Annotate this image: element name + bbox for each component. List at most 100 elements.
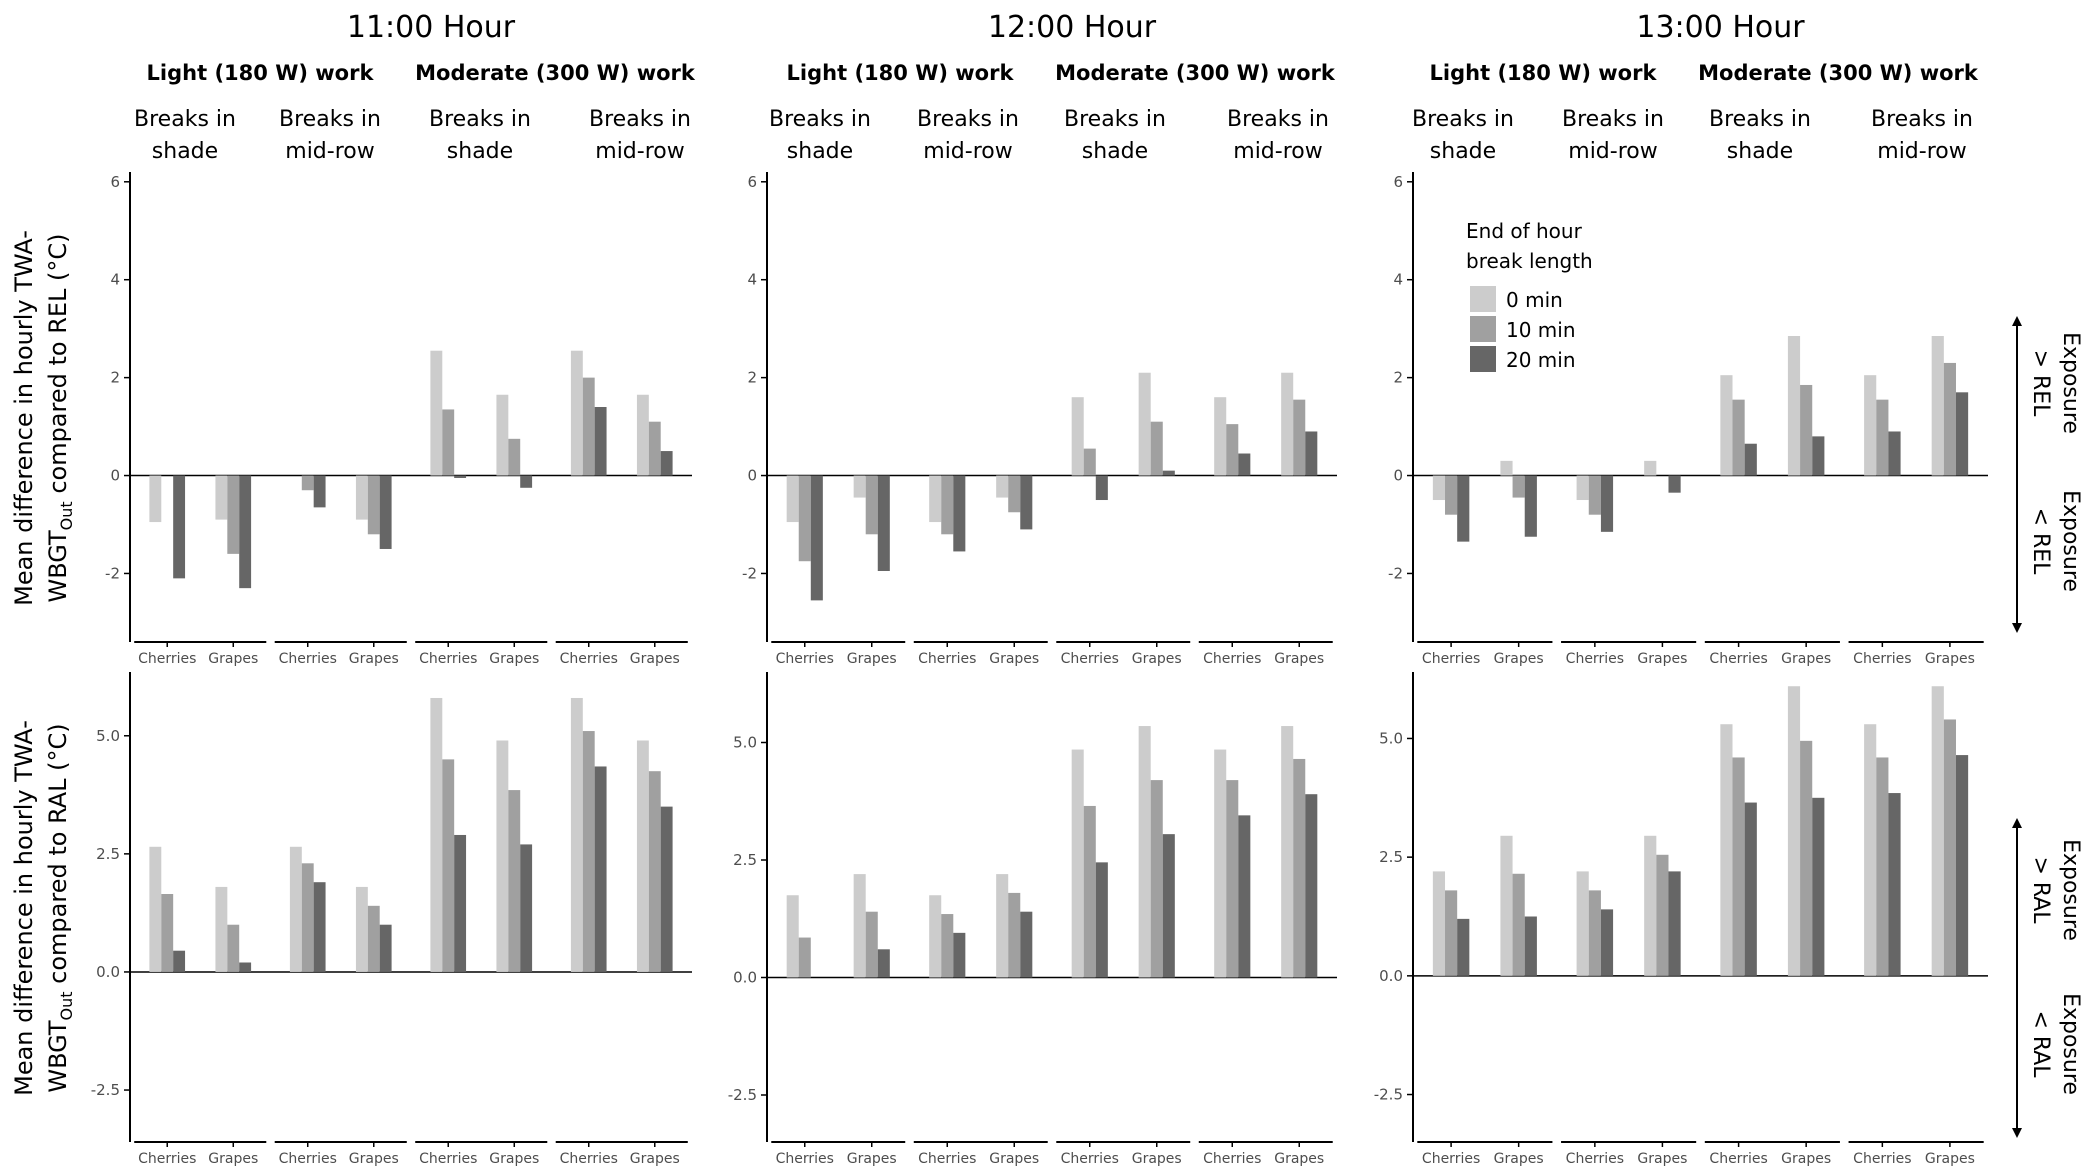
bar-10min-grapes: [1293, 399, 1306, 476]
panel-ral-1: -2.5 0.0 2.5 5.0 Cherries Grapes Cherries Grape…: [91, 672, 692, 1167]
bar-10min-grapes: [865, 911, 878, 978]
break-location-label: mid-row: [923, 139, 1012, 164]
x-tick-label: Cherries: [1422, 1151, 1480, 1167]
bar-20min-grapes: [1955, 755, 1969, 976]
bar-20min-cherries: [1095, 862, 1108, 978]
legend-item-label: 10 min: [1506, 318, 1576, 342]
bar-10min-cherries: [582, 377, 595, 476]
x-tick-label: Grapes: [1637, 651, 1687, 667]
bar-10min-cherries: [1588, 475, 1601, 515]
break-location-label: Breaks in: [1709, 107, 1811, 132]
bar-20min-cherries: [1888, 793, 1901, 976]
bar-20min-grapes: [1162, 470, 1175, 476]
bar-0min-cherries: [570, 350, 583, 476]
bar-0min-cherries: [929, 475, 942, 523]
bar-10min-grapes: [1512, 475, 1525, 498]
bar-20min-cherries: [1095, 475, 1108, 501]
bar-10min-grapes: [1008, 892, 1021, 978]
x-tick-label: Grapes: [208, 651, 258, 667]
panel-ral-2: -2.5 0.0 2.5 5.0 Cherries Grapes Cherries Grape…: [728, 672, 1337, 1167]
bar-20min-grapes: [379, 924, 392, 972]
x-tick-label: Cherries: [138, 651, 196, 667]
x-tick-label: Grapes: [208, 1151, 258, 1167]
break-location-label: Breaks in: [1562, 107, 1664, 132]
x-tick-label: Grapes: [1132, 651, 1182, 667]
bar-10min-grapes: [367, 905, 380, 972]
bar-20min-cherries: [454, 834, 467, 972]
bar-20min-grapes: [660, 806, 673, 972]
bar-10min-grapes: [227, 924, 240, 972]
bar-0min-cherries: [1432, 475, 1446, 501]
bar-10min-grapes: [1656, 854, 1669, 976]
x-tick-label: Grapes: [1925, 651, 1975, 667]
bar-10min-cherries: [1876, 399, 1889, 476]
y-axis-label-line1: Mean difference in hourly TWA-: [10, 230, 38, 606]
y-tick-label: 6: [110, 173, 120, 191]
bar-0min-grapes: [636, 740, 649, 972]
x-tick-label: Cherries: [279, 1151, 337, 1167]
bar-0min-cherries: [1864, 375, 1877, 476]
x-tick-label: Cherries: [776, 1151, 834, 1167]
break-location-label: Breaks in: [429, 107, 531, 132]
x-tick-label: Grapes: [630, 1151, 680, 1167]
bar-20min-grapes: [1668, 475, 1681, 493]
y-axis-label-ral: Mean difference in hourly TWA- WBGTOut co…: [10, 720, 76, 1096]
bar-20min-cherries: [1744, 443, 1757, 476]
y-tick-label: 2.5: [96, 845, 120, 863]
bar-20min-grapes: [1305, 431, 1318, 476]
bar-10min-grapes: [1008, 475, 1021, 513]
x-tick-label: Cherries: [279, 651, 337, 667]
y-axis-label-rel: Mean difference in hourly TWA- WBGTOut co…: [10, 230, 76, 606]
break-location-label: shade: [1082, 139, 1148, 164]
side-label-line2: > REL: [2028, 350, 2053, 418]
bar-0min-grapes: [996, 874, 1009, 978]
bar-10min-cherries: [1876, 757, 1889, 976]
y-tick-label: 6: [1393, 173, 1403, 191]
bar-0min-cherries: [289, 846, 302, 972]
bar-20min-grapes: [1524, 916, 1537, 976]
y-tick-label: -2: [105, 564, 120, 582]
break-location-label: mid-row: [1877, 139, 1966, 164]
arrow-head-down: [2012, 1128, 2022, 1138]
bar-20min-cherries: [1457, 475, 1470, 542]
bar-0min-grapes: [1281, 726, 1294, 978]
bar-20min-cherries: [313, 882, 326, 972]
bar-20min-cherries: [594, 766, 607, 972]
bar-0min-grapes: [215, 475, 228, 520]
bar-10min-cherries: [1445, 475, 1458, 515]
arrow-head-up: [2012, 818, 2022, 828]
break-location-label: Breaks in: [589, 107, 691, 132]
bar-20min-cherries: [173, 950, 186, 972]
bar-0min-grapes: [853, 874, 866, 978]
y-tick-label: -2: [1388, 564, 1403, 582]
side-label-line2: < REL: [2028, 508, 2053, 576]
bar-0min-cherries: [570, 697, 583, 972]
panel-title: 11:00 Hour: [347, 10, 516, 45]
bar-20min-grapes: [1305, 794, 1318, 978]
bar-10min-grapes: [227, 475, 240, 554]
x-tick-label: Cherries: [1061, 651, 1119, 667]
bar-20min-grapes: [379, 475, 392, 549]
bar-0min-cherries: [1214, 749, 1227, 978]
break-location-label: Breaks in: [134, 107, 236, 132]
legend-swatch: [1470, 346, 1496, 372]
bar-10min-grapes: [1150, 780, 1163, 978]
x-tick-label: Grapes: [1274, 651, 1324, 667]
break-location-label: shade: [152, 139, 218, 164]
x-tick-label: Cherries: [1422, 651, 1480, 667]
bar-0min-grapes: [1138, 726, 1151, 978]
bar-0min-grapes: [1787, 686, 1801, 976]
legend-item-label: 20 min: [1506, 348, 1576, 372]
y-tick-label: 5.0: [733, 734, 757, 752]
x-tick-label: Grapes: [489, 651, 539, 667]
y-tick-label: 5.0: [1379, 729, 1403, 747]
panel-ral-3: -2.5 0.0 2.5 5.0 Cherries Grapes Cherries Grape…: [1374, 672, 1988, 1167]
panel-rel-3: -2 0 2 4 6 Cherries Grapes Cherries Grapes Cherri…: [1388, 10, 1988, 667]
bar-20min-cherries: [1744, 802, 1757, 976]
bar-0min-cherries: [1720, 375, 1733, 476]
x-tick-label: Grapes: [1781, 651, 1831, 667]
bar-10min-cherries: [1226, 424, 1239, 476]
legend-title: End of hour: [1466, 219, 1583, 243]
bar-0min-grapes: [1931, 336, 1944, 476]
